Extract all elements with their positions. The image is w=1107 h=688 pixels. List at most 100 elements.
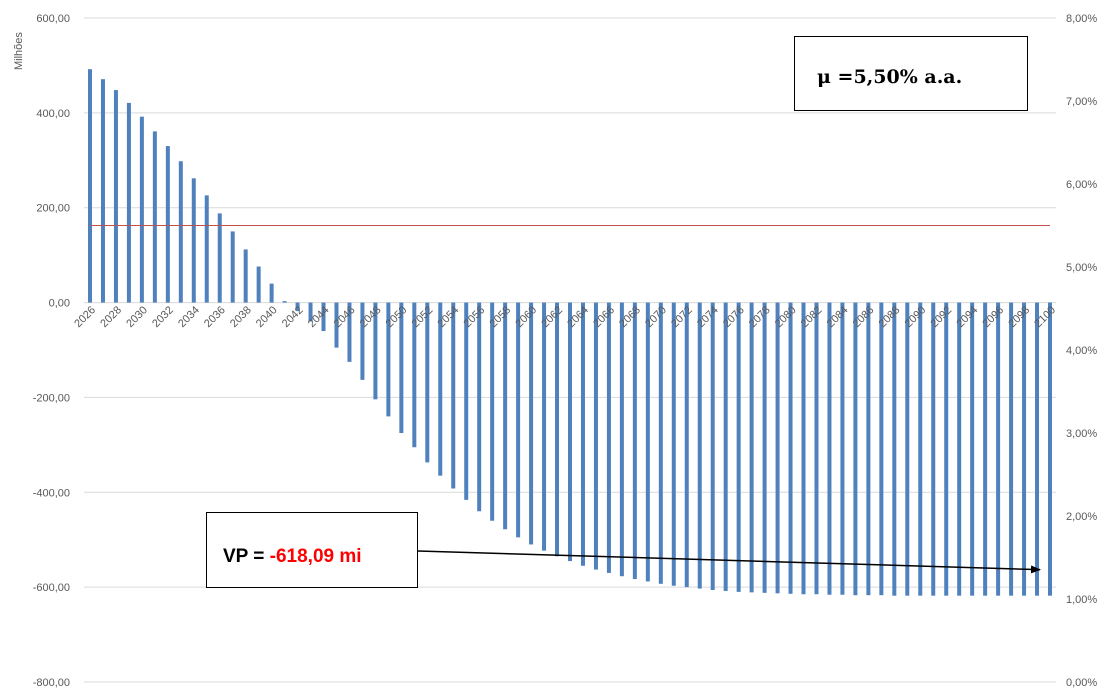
bar: [723, 302, 728, 591]
x-tick-label: 2036: [202, 304, 228, 330]
bar: [529, 302, 534, 545]
bar-series: [88, 69, 1052, 596]
bar: [152, 131, 157, 303]
bar: [139, 116, 144, 303]
bar: [788, 302, 793, 594]
bar: [632, 302, 637, 580]
bar: [983, 302, 988, 596]
bar: [762, 302, 767, 593]
bar: [321, 302, 326, 332]
bar: [126, 102, 131, 303]
bar: [88, 69, 92, 303]
bar: [256, 266, 261, 303]
y2-tick-label: 3,00%: [1066, 428, 1097, 440]
bar: [373, 302, 378, 400]
present-value-label: VP =: [223, 546, 270, 567]
bar: [775, 302, 780, 594]
bar: [425, 302, 430, 463]
bar: [243, 249, 248, 303]
y-tick-label: 400,00: [36, 108, 70, 120]
y2-tick-label: 5,00%: [1066, 262, 1097, 274]
bar: [905, 302, 910, 596]
y2-axis-ticks: 8,00% 7,00% 6,00% 5,00% 4,00% 3,00% 2,00% 1,00%…: [1066, 13, 1097, 688]
bar: [555, 302, 560, 557]
bar: [204, 195, 209, 303]
y-axis-label: Milhões: [13, 32, 25, 70]
bar: [957, 302, 962, 596]
bar: [399, 302, 404, 433]
bar: [490, 302, 495, 521]
bar: [464, 302, 469, 500]
bar: [191, 178, 196, 303]
bar: [827, 302, 832, 595]
bar: [334, 302, 339, 348]
y-tick-label: -200,00: [33, 392, 70, 404]
bar: [944, 302, 949, 596]
bar: [918, 302, 923, 596]
bar: [100, 79, 105, 303]
arrow-group: [417, 550, 1041, 574]
bar: [619, 302, 624, 577]
rate-annotation-box: μ =5,50% a.a.: [794, 36, 1028, 111]
bar: [165, 146, 170, 303]
bar: [710, 302, 715, 590]
bar: [1035, 302, 1040, 596]
bar: [360, 302, 365, 380]
bar: [282, 301, 287, 303]
y-axis-ticks: 600,00 400,00 200,00 0,00 -200,00 -400,00 -600…: [33, 13, 70, 688]
x-tick-label: 2040: [254, 304, 280, 330]
present-value-amount: -618,09 mi: [269, 546, 362, 567]
x-tick-label: 2034: [176, 304, 202, 330]
bar: [684, 302, 689, 588]
annotation-arrow: [417, 550, 1041, 574]
bar: [295, 302, 300, 312]
bar: [412, 302, 417, 448]
bar: [645, 302, 650, 582]
y-tick-label: 200,00: [36, 203, 70, 215]
bar: [308, 302, 313, 322]
y2-tick-label: 1,00%: [1066, 594, 1097, 606]
bar: [814, 302, 819, 595]
bar: [658, 302, 663, 584]
bar: [230, 231, 235, 303]
bar: [931, 302, 936, 596]
bar: [970, 302, 975, 596]
bar: [1022, 302, 1027, 596]
bar: [1048, 302, 1052, 596]
rate-annotation-text: μ =5,50% a.a.: [817, 66, 963, 88]
bar: [801, 302, 806, 595]
y-tick-label: -800,00: [33, 677, 70, 688]
x-axis-ticks: 2026 2028 2030 2032 2034 2036 2038 2040 2042 2044…: [72, 304, 1058, 330]
x-tick-label: 2028: [98, 304, 124, 330]
bar: [269, 283, 274, 303]
y-tick-label: -400,00: [33, 487, 70, 499]
bar: [568, 302, 572, 562]
bar: [438, 302, 443, 476]
bar: [879, 302, 884, 596]
bar: [866, 302, 871, 596]
x-tick-label: 2026: [72, 304, 98, 330]
present-value-annotation-box: VP = -618,09 mi: [206, 512, 418, 588]
y-tick-label: 0,00: [49, 298, 70, 310]
present-value-annotation-text: VP = -618,09 mi: [223, 546, 362, 568]
bar: [736, 302, 741, 592]
x-tick-label: 2038: [228, 304, 254, 330]
bar: [451, 302, 456, 489]
bar: [593, 302, 598, 570]
bar: [542, 302, 547, 551]
bar: [1009, 302, 1014, 596]
bar: [749, 302, 754, 593]
bar: [503, 302, 508, 530]
bar: [477, 302, 482, 512]
x-tick-label: 2030: [124, 304, 150, 330]
bar: [347, 302, 352, 362]
bar: [580, 302, 585, 566]
bar: [697, 302, 702, 589]
bar: [853, 302, 858, 596]
bar: [606, 302, 611, 573]
bar: [217, 213, 222, 303]
bar: [671, 302, 676, 586]
y2-tick-label: 8,00%: [1066, 13, 1097, 25]
y2-tick-label: 7,00%: [1066, 96, 1097, 108]
